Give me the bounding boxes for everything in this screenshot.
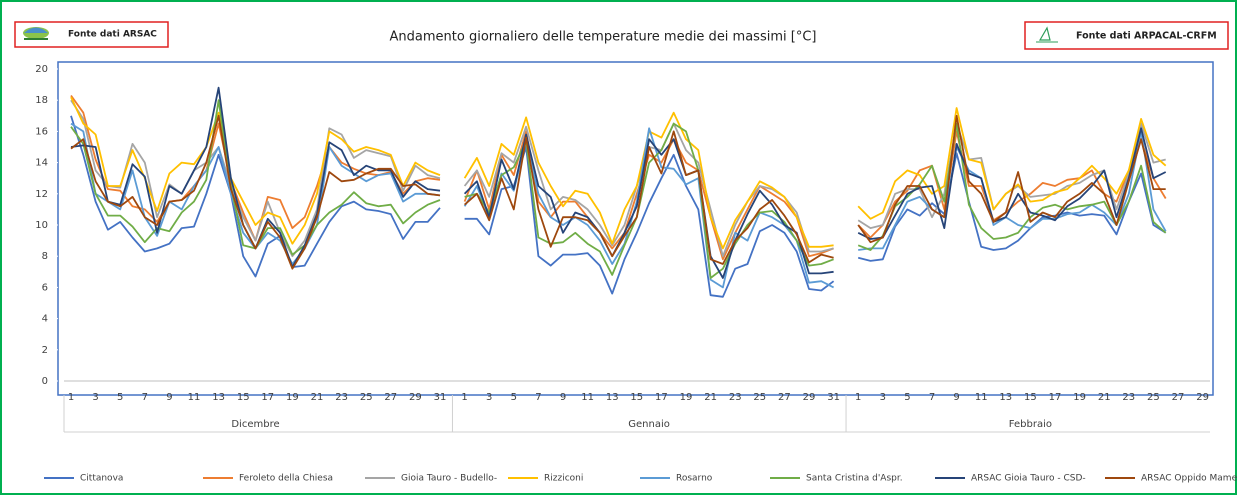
y-tick-label: 8 — [42, 251, 48, 262]
series-line — [463, 133, 834, 279]
x-tick-label: 15 — [1024, 392, 1037, 403]
x-tick-label: 31 — [827, 392, 840, 403]
x-tick-label: 27 — [1172, 392, 1185, 403]
x-tick-label: 25 — [1147, 392, 1160, 403]
x-tick-label: 1 — [68, 392, 74, 403]
series-line — [857, 107, 1167, 220]
x-tick-label: 1 — [855, 392, 861, 403]
series-line — [70, 115, 441, 278]
legend-label: ARSAC Gioia Tauro - CSD- — [971, 474, 1086, 484]
series-line — [463, 130, 834, 261]
x-tick-label: 27 — [778, 392, 791, 403]
x-tick-label: 13 — [606, 392, 619, 403]
x-tick-label: 3 — [880, 392, 886, 403]
source-label: Fonte dati ARSAC — [68, 30, 157, 40]
x-tick-label: 31 — [434, 392, 447, 403]
x-tick-label: 13 — [212, 392, 225, 403]
x-tick-label: 5 — [904, 392, 910, 403]
legend-label: Rosarno — [676, 474, 713, 484]
y-tick-label: 20 — [35, 64, 48, 75]
x-tick-label: 17 — [655, 392, 668, 403]
x-tick-label: 17 — [1049, 392, 1062, 403]
plot-frame — [57, 61, 1214, 396]
x-tick-label: 23 — [1122, 392, 1135, 403]
x-tick-label: 1 — [461, 392, 467, 403]
legend-label: ARSAC Oppido Mamertina — [1141, 474, 1237, 484]
x-tick-label: 23 — [335, 392, 348, 403]
x-tick-label: 9 — [953, 392, 959, 403]
y-tick-label: 16 — [35, 126, 48, 137]
x-tick-label: 19 — [1073, 392, 1086, 403]
x-tick-label: 11 — [975, 392, 988, 403]
legend-label: Cittanova — [80, 474, 123, 484]
x-tick-label: 15 — [237, 392, 250, 403]
x-tick-label: 21 — [1098, 392, 1111, 403]
x-tick-label: 27 — [384, 392, 397, 403]
legend-label: Gioia Tauro - Budello- — [401, 474, 497, 484]
series-line — [70, 114, 441, 270]
x-tick-label: 9 — [560, 392, 566, 403]
month-label: Dicembre — [231, 419, 279, 430]
x-tick-label: 11 — [188, 392, 201, 403]
month-label: Febbraio — [1009, 419, 1052, 430]
legend-label: Feroleto della Chiesa — [239, 474, 333, 484]
series-line — [857, 114, 1166, 244]
month-label: Gennaio — [628, 419, 670, 430]
x-tick-label: 11 — [581, 392, 594, 403]
x-tick-label: 5 — [511, 392, 517, 403]
series-line — [464, 130, 834, 265]
x-tick-label: 25 — [753, 392, 766, 403]
x-tick-label: 29 — [409, 392, 422, 403]
x-tick-label: 7 — [929, 392, 935, 403]
y-tick-label: 10 — [35, 220, 48, 231]
x-tick-label: 7 — [535, 392, 541, 403]
x-tick-label: 19 — [286, 392, 299, 403]
source-label: Fonte dati ARPACAL-CRFM — [1076, 31, 1217, 42]
x-tick-label: 7 — [142, 392, 148, 403]
series-line — [857, 127, 1167, 240]
y-tick-label: 4 — [42, 314, 48, 325]
x-tick-label: 15 — [630, 392, 643, 403]
x-tick-label: 17 — [261, 392, 274, 403]
legend-label: Rizziconi — [544, 474, 583, 484]
x-tick-label: 29 — [1196, 392, 1209, 403]
x-tick-label: 23 — [729, 392, 742, 403]
y-tick-label: 2 — [42, 345, 48, 356]
series-line — [70, 96, 441, 245]
chart-title: Andamento giornaliero delle temperature … — [390, 30, 817, 45]
x-tick-label: 25 — [360, 392, 373, 403]
x-tick-label: 21 — [311, 392, 324, 403]
series-line — [70, 99, 441, 258]
arpacal-logo — [1036, 26, 1058, 43]
x-tick-label: 9 — [166, 392, 172, 403]
source-box — [1024, 21, 1229, 50]
x-tick-label: 13 — [999, 392, 1012, 403]
x-tick-label: 3 — [486, 392, 492, 403]
series-line — [857, 152, 1167, 262]
x-tick-label: 19 — [680, 392, 693, 403]
legend-label: Santa Cristina d'Aspr. — [806, 474, 903, 484]
y-tick-label: 14 — [35, 158, 48, 169]
arsac-logo — [23, 27, 49, 40]
y-tick-label: 0 — [42, 376, 48, 387]
y-tick-label: 6 — [42, 282, 48, 293]
x-tick-label: 3 — [92, 392, 98, 403]
x-tick-label: 29 — [803, 392, 816, 403]
source-box — [14, 21, 169, 48]
y-tick-label: 12 — [35, 189, 48, 200]
x-tick-label: 21 — [704, 392, 717, 403]
x-tick-label: 5 — [117, 392, 123, 403]
y-tick-label: 18 — [35, 95, 48, 106]
